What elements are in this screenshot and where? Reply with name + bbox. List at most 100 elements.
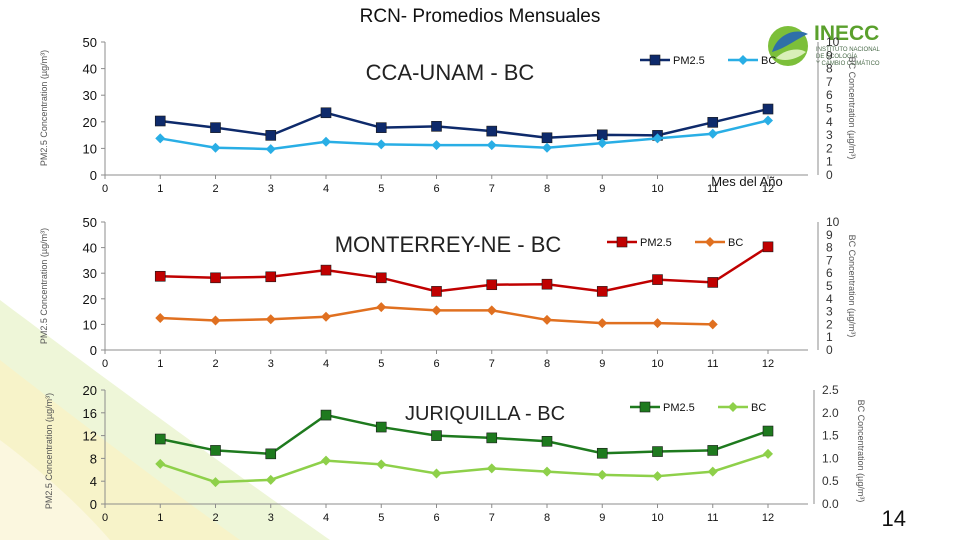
y2-tick-label: 9	[826, 228, 833, 242]
logo-subtitle-3: Y CAMBIO CLIMÁTICO	[816, 60, 880, 67]
y2-tick-label: 0	[826, 343, 833, 357]
data-point	[542, 142, 552, 153]
data-point	[210, 142, 221, 153]
data-point	[486, 432, 498, 444]
data-point	[486, 279, 498, 291]
y-tick-label: 0	[90, 343, 97, 358]
y-tick-label: 4	[90, 474, 97, 489]
y-tick-label: 12	[83, 429, 97, 444]
chart-title: JURIQUILLA - BC	[405, 403, 565, 425]
x-tick-label: 6	[433, 183, 439, 195]
data-point	[431, 430, 442, 441]
x-tick-label: 7	[489, 183, 495, 195]
data-point	[652, 471, 663, 482]
data-point	[265, 130, 277, 141]
data-point	[265, 271, 277, 283]
y2-tick-label: 2	[826, 141, 833, 155]
data-point	[375, 272, 387, 284]
series-line	[160, 245, 769, 293]
x-tick-label: 4	[323, 358, 329, 370]
data-point	[321, 311, 331, 322]
x-tick-label: 6	[433, 512, 439, 524]
series-line	[160, 119, 769, 151]
x-tick-label: 10	[651, 512, 663, 524]
leaf-icon	[768, 26, 808, 66]
data-point	[265, 448, 277, 460]
x-tick-label: 0	[102, 512, 108, 524]
data-point	[763, 115, 773, 126]
data-point	[376, 302, 387, 313]
data-point	[431, 140, 442, 151]
y-tick-label: 0	[90, 497, 97, 512]
y2-tick-label: 1	[826, 155, 833, 169]
legend-label: BC	[761, 55, 776, 67]
x-tick-label: 0	[102, 358, 108, 370]
y2-tick-label: 4	[826, 115, 833, 129]
data-point	[652, 318, 663, 329]
x-tick-label: 7	[489, 358, 495, 370]
legend-marker	[728, 402, 738, 412]
y-tick-label: 16	[83, 406, 97, 421]
data-point	[431, 286, 442, 297]
x-tick-label: 9	[599, 358, 605, 370]
y2-tick-label: 0	[826, 168, 833, 182]
x-tick-label: 2	[212, 358, 218, 370]
legend-label: PM2.5	[640, 237, 672, 249]
data-point	[762, 103, 774, 115]
data-point	[210, 477, 221, 488]
y2-tick-label: 1	[826, 330, 833, 344]
data-point	[541, 435, 553, 447]
series-pm2-5	[154, 241, 774, 297]
data-point	[597, 318, 608, 329]
y2-tick-label: 0.5	[822, 474, 839, 488]
logo-name: INECC	[814, 22, 879, 45]
y2-tick-label: 2.0	[822, 406, 839, 420]
x-tick-label: 1	[157, 358, 163, 370]
legend: PM2.5 BC	[630, 401, 766, 414]
y2-axis-label: BC Concentration (µg/m³)	[847, 57, 857, 160]
y2-tick-label: 3	[826, 305, 833, 319]
data-point	[763, 448, 773, 459]
data-point	[321, 455, 331, 466]
y-tick-label: 8	[90, 451, 97, 466]
data-point	[762, 425, 774, 437]
y-axis-label: PM2.5 Concentration (µg/m³)	[39, 50, 49, 166]
x-tick-label: 11	[707, 183, 718, 195]
logo-subtitle-2: DE ECOLOGÍA	[816, 53, 857, 60]
series-pm2-5	[154, 409, 774, 460]
data-point	[597, 469, 608, 480]
data-point	[486, 125, 498, 137]
y2-tick-label: 10	[826, 35, 840, 49]
legend-marker	[639, 401, 651, 413]
x-tick-label: 5	[378, 512, 384, 524]
data-point	[431, 468, 442, 479]
y-tick-label: 50	[83, 215, 97, 230]
data-point	[762, 241, 774, 253]
x-tick-label: 12	[762, 183, 774, 195]
y-tick-label: 50	[83, 35, 97, 50]
data-point	[210, 315, 221, 326]
data-point	[652, 446, 663, 457]
y2-tick-label: 10	[826, 215, 840, 229]
y-tick-label: 20	[83, 292, 97, 307]
y2-tick-label: 9	[826, 48, 833, 62]
x-tick-label: 10	[651, 358, 663, 370]
page-number: 14	[881, 506, 906, 531]
data-point	[541, 132, 553, 144]
data-point	[155, 458, 166, 469]
data-point	[597, 138, 608, 149]
data-point	[210, 272, 221, 284]
data-point	[320, 409, 332, 421]
data-point	[596, 286, 608, 297]
data-point	[320, 107, 332, 119]
data-point	[707, 319, 718, 330]
y2-axis-label: BC Concentration (µg/m³)	[856, 400, 866, 503]
legend-marker	[738, 55, 748, 65]
data-point	[321, 136, 331, 147]
data-point	[265, 144, 276, 155]
legend-label: BC	[728, 237, 743, 249]
series-line	[160, 107, 769, 140]
data-point	[265, 314, 276, 325]
y2-tick-label: 1.0	[822, 451, 839, 465]
data-point	[154, 115, 166, 127]
